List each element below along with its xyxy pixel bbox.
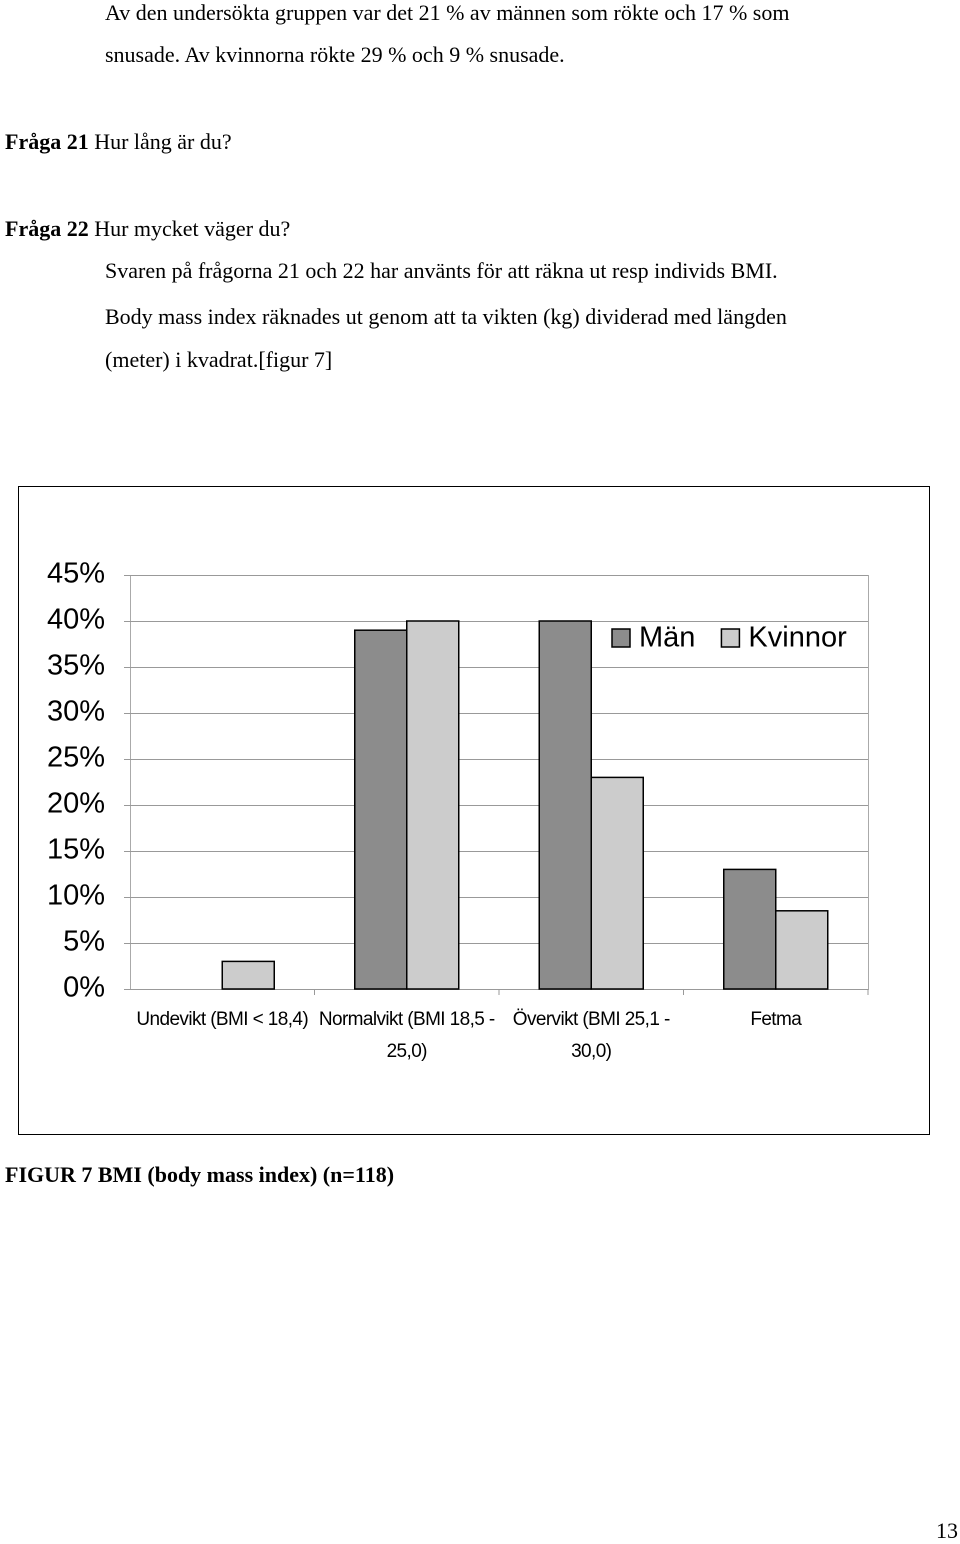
question-text: Hur lång är du?	[94, 129, 232, 154]
body-line: Svaren på frågorna 21 och 22 har använts…	[105, 258, 778, 283]
intro-line: Av den undersökta gruppen var det 21 % a…	[105, 0, 790, 25]
question-label: Fråga 22	[5, 216, 89, 241]
legend-swatch	[720, 628, 741, 648]
body-line: (meter) i kvadrat.[figur 7]	[105, 347, 333, 372]
y-tick-label: 35%	[47, 650, 105, 682]
y-tick-label: 5%	[63, 926, 105, 958]
intro-line: snusade. Av kvinnorna rökte 29 % och 9 %…	[105, 42, 565, 67]
body-line: Body mass index räknades ut genom att ta…	[105, 304, 787, 329]
x-tick-label: Fetma	[750, 1009, 802, 1030]
y-tick-label: 25%	[47, 742, 105, 774]
bar	[406, 620, 460, 990]
x-tick-label: Övervikt (BMI 25,1 - 30,0)	[512, 1009, 671, 1062]
y-tick-label: 10%	[47, 880, 105, 912]
y-tick-label: 0%	[63, 972, 105, 1004]
question: Fråga 22 Hur mycket väger du?	[5, 216, 290, 242]
legend-label: Män	[639, 622, 695, 654]
y-tick-label: 20%	[47, 788, 105, 820]
chart-frame	[18, 486, 930, 1135]
question: Fråga 21 Hur lång är du?	[5, 129, 232, 155]
bar	[775, 910, 829, 990]
caption: FIGUR 7 BMI (body mass index) (n=118)	[5, 1162, 395, 1187]
legend-swatch	[611, 628, 631, 648]
x-tick-label: Normalvikt (BMI 18,5 - 25,0)	[318, 1009, 495, 1062]
question-text: Hur mycket väger du?	[94, 216, 291, 241]
y-tick-label: 40%	[47, 604, 105, 636]
x-tick-label: Undevikt (BMI < 18,4)	[136, 1009, 309, 1030]
y-tick-label: 30%	[47, 696, 105, 728]
bar	[221, 960, 275, 990]
page-number: 13	[936, 1518, 958, 1543]
bar	[723, 868, 777, 990]
bar	[354, 629, 408, 990]
legend-label: Kvinnor	[748, 622, 847, 654]
y-tick-label: 45%	[47, 558, 105, 590]
bar	[538, 620, 592, 990]
y-tick-label: 15%	[47, 834, 105, 866]
bar	[590, 776, 644, 990]
question-label: Fråga 21	[5, 129, 89, 154]
